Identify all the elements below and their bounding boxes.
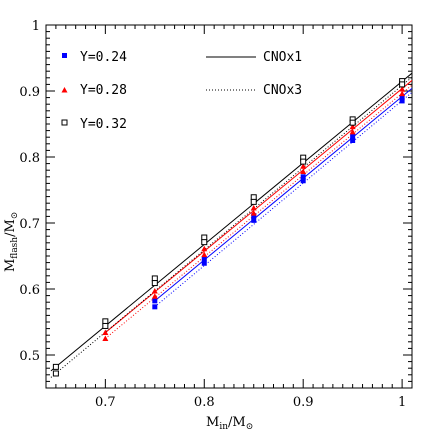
data-point (201, 245, 208, 252)
data-point (349, 119, 356, 126)
fit-line-cno3 (154, 91, 413, 308)
data-point (399, 95, 405, 101)
tick-labels: 0.7 0.8 0.9 1 0.5 0.6 0.7 0.8 0.9 1 (19, 19, 406, 410)
data-point (349, 123, 356, 130)
data-point (399, 98, 405, 104)
data-point (350, 138, 356, 143)
y-tick-label: 0.8 (19, 151, 40, 166)
data-point (52, 370, 59, 377)
data-point (251, 217, 257, 223)
data-points (52, 78, 406, 377)
legend-label-y024: Y=0.24 (80, 50, 127, 65)
y-axis-title: Mflash/M⊙ (3, 212, 20, 272)
data-point (201, 256, 207, 262)
data-point (152, 298, 158, 304)
data-point (250, 198, 257, 205)
x-tick-label: 1 (398, 395, 406, 410)
data-point (300, 178, 306, 184)
data-point (201, 260, 207, 266)
data-point (250, 204, 257, 211)
fit-line-cno1 (154, 87, 413, 302)
fit-line-cno1 (105, 80, 413, 333)
fit-line-cno3 (105, 84, 413, 339)
data-point (250, 210, 257, 216)
data-point (399, 90, 406, 97)
data-point (52, 363, 59, 370)
data-point (399, 81, 406, 88)
x-tick-label: 0.9 (293, 395, 314, 410)
fit-lines (50, 72, 413, 378)
legend-marker-y024 (62, 53, 67, 58)
y-tick-label: 0.7 (19, 217, 40, 232)
data-point (151, 280, 158, 287)
y-tick-label: 0.5 (19, 349, 40, 364)
legend-marker-y032 (61, 119, 68, 126)
data-point (201, 239, 208, 246)
data-point (152, 304, 158, 310)
legend-label-cnox3: CNOx3 (263, 83, 302, 98)
legend-label-y032: Y=0.32 (80, 117, 127, 132)
y-tick-label: 0.6 (19, 283, 40, 298)
axis-ticks (45, 24, 413, 389)
data-point (300, 174, 306, 180)
data-point (251, 213, 257, 219)
data-point (399, 86, 406, 92)
data-point (350, 134, 356, 140)
x-tick-label: 0.7 (95, 395, 116, 410)
data-point (349, 128, 356, 135)
legend-marker-y028 (61, 87, 68, 93)
x-axis-title: Min/M⊙ (206, 415, 253, 432)
data-point (102, 335, 109, 341)
data-point (300, 168, 307, 175)
data-point (201, 251, 208, 258)
y-tick-label: 0.9 (19, 85, 40, 100)
data-point (300, 163, 307, 169)
data-point (300, 158, 307, 165)
data-point (102, 322, 109, 329)
legend-label-cnox1: CNOx1 (263, 50, 302, 65)
y-tick-label: 1 (32, 19, 40, 34)
x-tick-label: 0.8 (194, 395, 215, 410)
legend-label-y028: Y=0.28 (80, 83, 127, 98)
fit-line-cno3 (50, 76, 413, 378)
data-point (151, 293, 158, 299)
data-point (151, 287, 158, 294)
legend: Y=0.24 Y=0.28 Y=0.32 CNOx1 CNOx3 (61, 50, 302, 132)
data-point (102, 329, 109, 336)
plot-frame (45, 24, 413, 389)
